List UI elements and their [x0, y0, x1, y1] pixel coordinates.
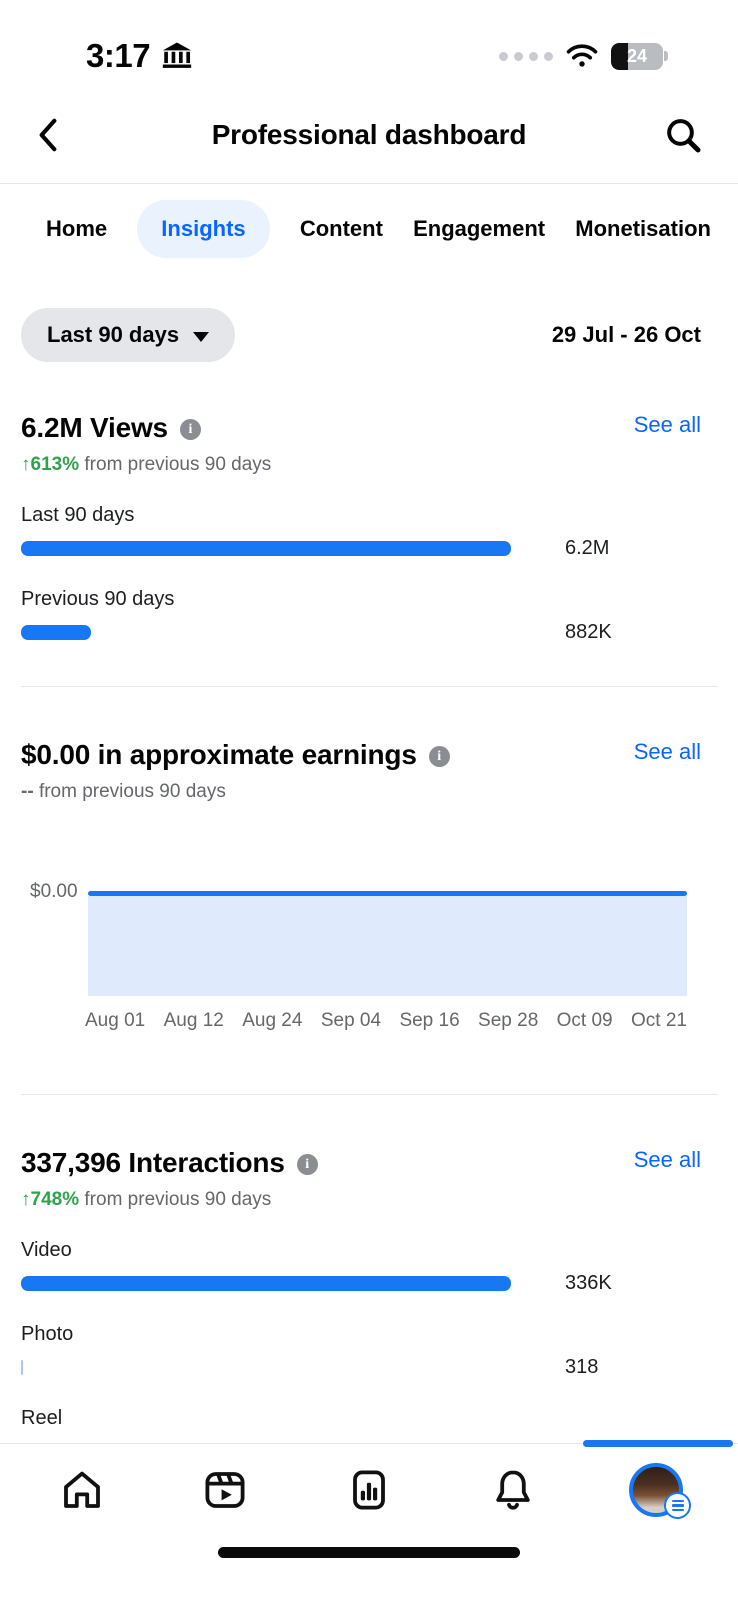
earnings-see-all-link[interactable]: See all: [633, 739, 701, 764]
bar-label: Video: [21, 1239, 72, 1261]
x-axis: Aug 01 Aug 12 Aug 24 Sep 04 Sep 16 Sep 2…: [30, 996, 687, 1032]
x-tick: Sep 28: [478, 1010, 539, 1031]
plot-line: [87, 891, 687, 896]
area-plot: [87, 891, 687, 996]
nav-home-button[interactable]: [42, 1458, 122, 1522]
info-icon[interactable]: i: [179, 419, 201, 440]
bell-icon: [495, 1470, 530, 1510]
views-delta-suffix: from previous 90 days: [84, 454, 272, 475]
x-tick: Sep 16: [399, 1010, 460, 1031]
interactions-bar-row: Video 336K: [21, 1239, 701, 1295]
clock: 3:17: [86, 37, 151, 74]
date-range-selector-label: Last 90 days: [47, 322, 180, 347]
header: Professional dashboard: [0, 86, 738, 184]
interactions-section: 337,396 Interactions i See all ↑748% fro…: [0, 1147, 738, 1514]
bottom-navigation: [0, 1440, 738, 1600]
interactions-delta-suffix: from previous 90 days: [84, 1189, 272, 1210]
x-tick: Aug 12: [163, 1010, 224, 1031]
earnings-chart: $0.00 Aug 01 Aug 12 Aug 24 Sep 04 Sep 16…: [0, 881, 738, 1032]
earnings-section: $0.00 in approximate earnings i See all …: [0, 739, 738, 803]
active-tab-indicator: [583, 1440, 733, 1447]
nav-menu-button[interactable]: [616, 1458, 696, 1522]
views-see-all-link[interactable]: See all: [633, 412, 701, 437]
x-tick: Aug 01: [85, 1010, 146, 1031]
views-bar-row: Previous 90 days 882K: [21, 588, 701, 644]
nav-notifications-button[interactable]: [473, 1458, 553, 1522]
bar-value: 6.2M: [565, 537, 610, 559]
status-bar: 3:17 24: [0, 0, 738, 86]
profile-avatar: [629, 1463, 692, 1519]
x-tick: Oct 09: [556, 1010, 613, 1031]
interactions-delta: ↑748%: [21, 1189, 80, 1210]
interactions-bar-row: Photo 318: [21, 1323, 701, 1379]
nav-video-button[interactable]: [185, 1458, 265, 1522]
bar-label: Last 90 days: [21, 504, 135, 526]
bar-value: 318: [565, 1356, 599, 1378]
bank-building-icon: [160, 39, 194, 73]
home-icon: [63, 1471, 100, 1508]
interactions-see-all-link[interactable]: See all: [633, 1147, 701, 1172]
bar-fill: [21, 541, 511, 556]
views-bar-row: Last 90 days 6.2M: [21, 504, 701, 560]
tab-insights[interactable]: Insights: [137, 200, 270, 258]
section-divider: [21, 1094, 717, 1095]
earnings-delta: --: [21, 781, 34, 802]
tab-monetisation[interactable]: Monetisation: [575, 216, 711, 241]
section-divider: [21, 686, 717, 687]
bar-fill: [21, 1360, 23, 1375]
bar-fill: [21, 625, 91, 640]
chevron-down-icon: [193, 331, 210, 342]
battery-icon: 24: [611, 42, 668, 70]
date-range-selector[interactable]: Last 90 days: [21, 308, 236, 362]
battery-percent: 24: [626, 45, 648, 66]
video-reels-icon: [205, 1472, 245, 1508]
tab-bar: Home Insights Content Engagement Monetis…: [0, 184, 738, 268]
views-title: 6.2M Views: [21, 412, 168, 443]
info-icon[interactable]: i: [296, 1154, 318, 1175]
x-tick: Aug 24: [242, 1010, 303, 1031]
earnings-delta-suffix: from previous 90 days: [38, 781, 226, 802]
bar-value: 882K: [565, 621, 612, 643]
page-title: Professional dashboard: [211, 118, 527, 150]
bar-label: Previous 90 days: [21, 588, 175, 610]
views-delta: ↑613%: [21, 454, 80, 475]
bar-label: Reel: [21, 1407, 63, 1429]
x-tick: Sep 04: [320, 1010, 382, 1031]
bar-value: 336K: [565, 1272, 612, 1294]
back-button[interactable]: [26, 113, 70, 157]
date-range-text: 29 Jul - 26 Oct: [551, 322, 701, 347]
dashboard-chart-icon: [353, 1470, 385, 1510]
earnings-title: $0.00 in approximate earnings: [21, 739, 417, 770]
tab-content[interactable]: Content: [299, 216, 383, 241]
wifi-icon: [565, 43, 599, 69]
nav-dashboard-button[interactable]: [329, 1458, 409, 1522]
y-axis-tick: $0.00: [30, 881, 78, 902]
views-section: 6.2M Views i See all ↑613% from previous…: [0, 412, 738, 644]
bar-label: Photo: [21, 1323, 74, 1345]
filter-row: Last 90 days 29 Jul - 26 Oct: [0, 268, 738, 362]
info-icon[interactable]: i: [428, 746, 450, 767]
home-indicator-bar[interactable]: [218, 1547, 520, 1558]
plot-area-fill: [87, 896, 687, 996]
tab-home[interactable]: Home: [46, 216, 108, 241]
search-button[interactable]: [660, 112, 706, 158]
menu-hamburger-icon: [664, 1492, 692, 1519]
tab-engagement[interactable]: Engagement: [413, 216, 546, 241]
bar-fill: [21, 1276, 511, 1291]
interactions-title: 337,396 Interactions: [21, 1147, 285, 1178]
cellular-signal-icon: [499, 51, 553, 61]
x-tick: Oct 21: [631, 1010, 687, 1031]
